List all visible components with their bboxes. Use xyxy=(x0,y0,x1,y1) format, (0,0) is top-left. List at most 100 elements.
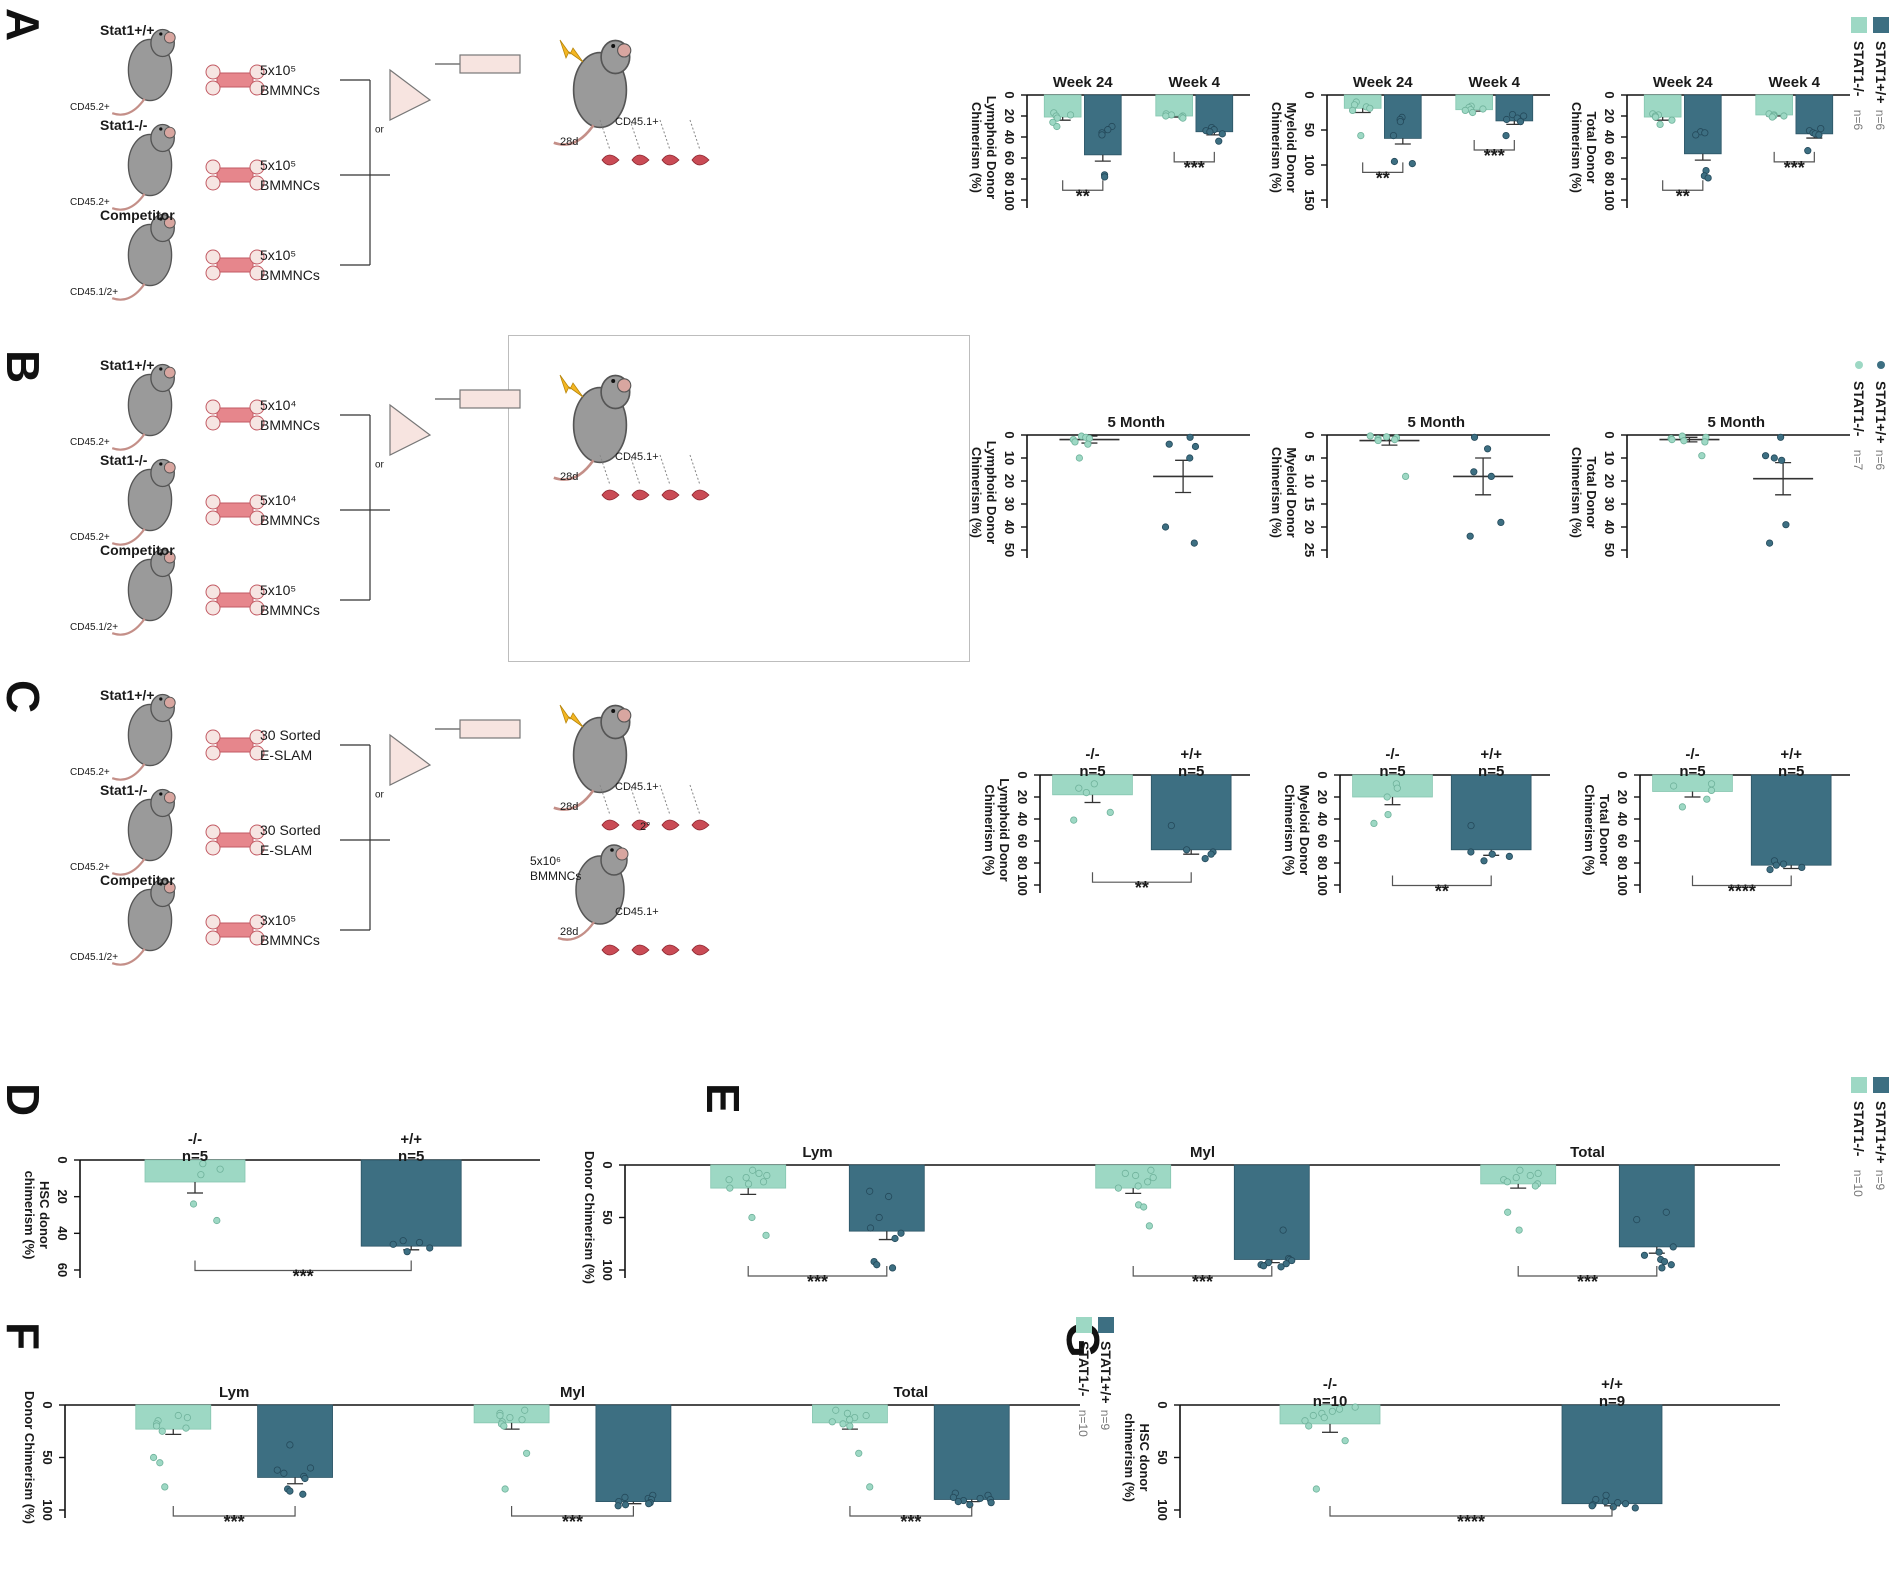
data-point xyxy=(1305,1422,1313,1430)
secondary-cells-label: BMMNCs xyxy=(530,869,581,883)
data-point xyxy=(1678,803,1686,811)
value-tick-label: 80 xyxy=(1015,856,1030,870)
category-label: Week 4 xyxy=(1469,74,1521,91)
legend-label: STAT1-/- xyxy=(1851,41,1867,97)
value-axis-label: Lymphoid Donor xyxy=(984,441,999,545)
bar-wt xyxy=(360,1159,462,1247)
data-point xyxy=(286,1441,294,1449)
data-point xyxy=(762,1231,770,1239)
value-tick-label: 30 xyxy=(1002,497,1017,511)
data-point xyxy=(1186,433,1194,441)
value-tick-label: 15 xyxy=(1302,497,1317,511)
data-point xyxy=(183,1414,191,1422)
blood-drop-icon xyxy=(661,154,680,166)
data-point xyxy=(839,1420,847,1428)
data-point xyxy=(189,1200,198,1208)
mouse-icon xyxy=(553,374,632,481)
data-point xyxy=(1658,1264,1666,1272)
value-tick-label: 60 xyxy=(1602,151,1617,165)
cell-type-label: E-SLAM xyxy=(260,747,312,763)
value-axis-label: Total Donor xyxy=(1597,794,1612,866)
data-point xyxy=(299,1490,307,1498)
data-point xyxy=(500,1422,508,1430)
dose-label: 5x10⁴ xyxy=(260,492,296,508)
tube-icon xyxy=(389,68,432,121)
significance-bracket xyxy=(1173,151,1215,163)
genotype-label: Stat1+/+ xyxy=(100,357,154,373)
data-point xyxy=(1516,118,1525,126)
bone-icon xyxy=(205,824,265,856)
value-tick-label: 10 xyxy=(1302,474,1317,488)
category-label: -/-n=10 xyxy=(1313,1376,1348,1410)
bar-wt xyxy=(1618,1164,1695,1248)
data-point xyxy=(1408,160,1416,168)
value-tick-label: 100 xyxy=(1615,874,1630,896)
value-axis-label: Myeloid Donor xyxy=(1284,447,1299,537)
legend-n: n=10 xyxy=(1851,1170,1865,1197)
value-tick-label: 20 xyxy=(1302,520,1317,534)
data-point xyxy=(1383,793,1391,801)
category-label: 5 Month xyxy=(1408,414,1466,431)
value-axis-label-line2: Chimerism (%) xyxy=(982,784,997,875)
data-point xyxy=(1531,1182,1539,1190)
data-point xyxy=(1707,780,1716,788)
secondary-dose-label: 5x10⁶ xyxy=(530,854,561,868)
data-point xyxy=(1309,1411,1317,1420)
significance-bracket xyxy=(747,1266,888,1277)
chart-a-lymphoid: 0 20 40 60 80 100 Lymphoid Donor Chimerism (%) W… xyxy=(969,10,1285,255)
data-point xyxy=(976,1494,984,1503)
data-point xyxy=(1777,433,1785,441)
category-label: -/-n=5 xyxy=(1679,746,1705,780)
data-point xyxy=(1402,472,1410,481)
value-tick-label: 100 xyxy=(600,1259,615,1281)
data-point xyxy=(286,1487,294,1495)
data-point xyxy=(1804,147,1812,155)
mouse-icon xyxy=(111,548,176,636)
mouse-icon xyxy=(111,878,176,966)
cell-type-label: BMMNCs xyxy=(260,932,320,948)
data-point xyxy=(1670,782,1678,790)
syringe-icon xyxy=(459,389,521,409)
or-label: or xyxy=(375,790,385,801)
schematic-panel-c: Stat1+/+ CD45.2+ 30 Sorted E-SLAM Stat1-/- CD… xyxy=(40,665,970,990)
value-tick-label: 0 xyxy=(1015,771,1030,778)
data-point xyxy=(1183,846,1191,854)
data-point xyxy=(846,1416,854,1424)
legend-label: STAT1-/- xyxy=(1851,1101,1867,1157)
category-label: +/+ n=9 xyxy=(1599,1376,1625,1410)
mouse-icon xyxy=(111,693,176,781)
data-point xyxy=(501,1485,509,1493)
data-point xyxy=(1053,114,1061,122)
data-point xyxy=(1701,129,1709,137)
genotype-label: Competitor xyxy=(100,207,175,223)
mouse-icon xyxy=(111,458,176,546)
data-point xyxy=(1132,1171,1140,1180)
mouse-icon xyxy=(111,363,176,451)
legend-swatch xyxy=(1076,1317,1092,1333)
data-point xyxy=(1147,1166,1155,1174)
significance-bracket xyxy=(1662,180,1704,191)
days-label: 28d xyxy=(560,471,578,483)
data-point xyxy=(1601,1498,1609,1506)
data-point xyxy=(1075,454,1083,462)
data-point xyxy=(1070,816,1078,824)
data-point xyxy=(1260,1262,1268,1270)
value-tick-label: 0 xyxy=(40,1401,55,1408)
data-point xyxy=(1396,118,1404,126)
data-point xyxy=(1692,131,1700,139)
data-point xyxy=(518,1416,526,1424)
data-point xyxy=(1366,432,1374,440)
data-point xyxy=(1071,438,1079,446)
value-axis-label-line2: Chimerism (%) xyxy=(969,102,984,193)
value-tick-label: 100 xyxy=(1015,874,1030,896)
data-point xyxy=(156,1459,164,1467)
category-label: 5 Month xyxy=(1708,414,1766,431)
data-point xyxy=(1320,1414,1328,1422)
data-point xyxy=(182,1424,190,1432)
genotype-label: Stat1+/+ xyxy=(100,687,154,703)
data-point xyxy=(301,1474,309,1483)
value-tick-label: 0 xyxy=(1615,771,1630,778)
legend-swatch xyxy=(1873,1077,1889,1093)
